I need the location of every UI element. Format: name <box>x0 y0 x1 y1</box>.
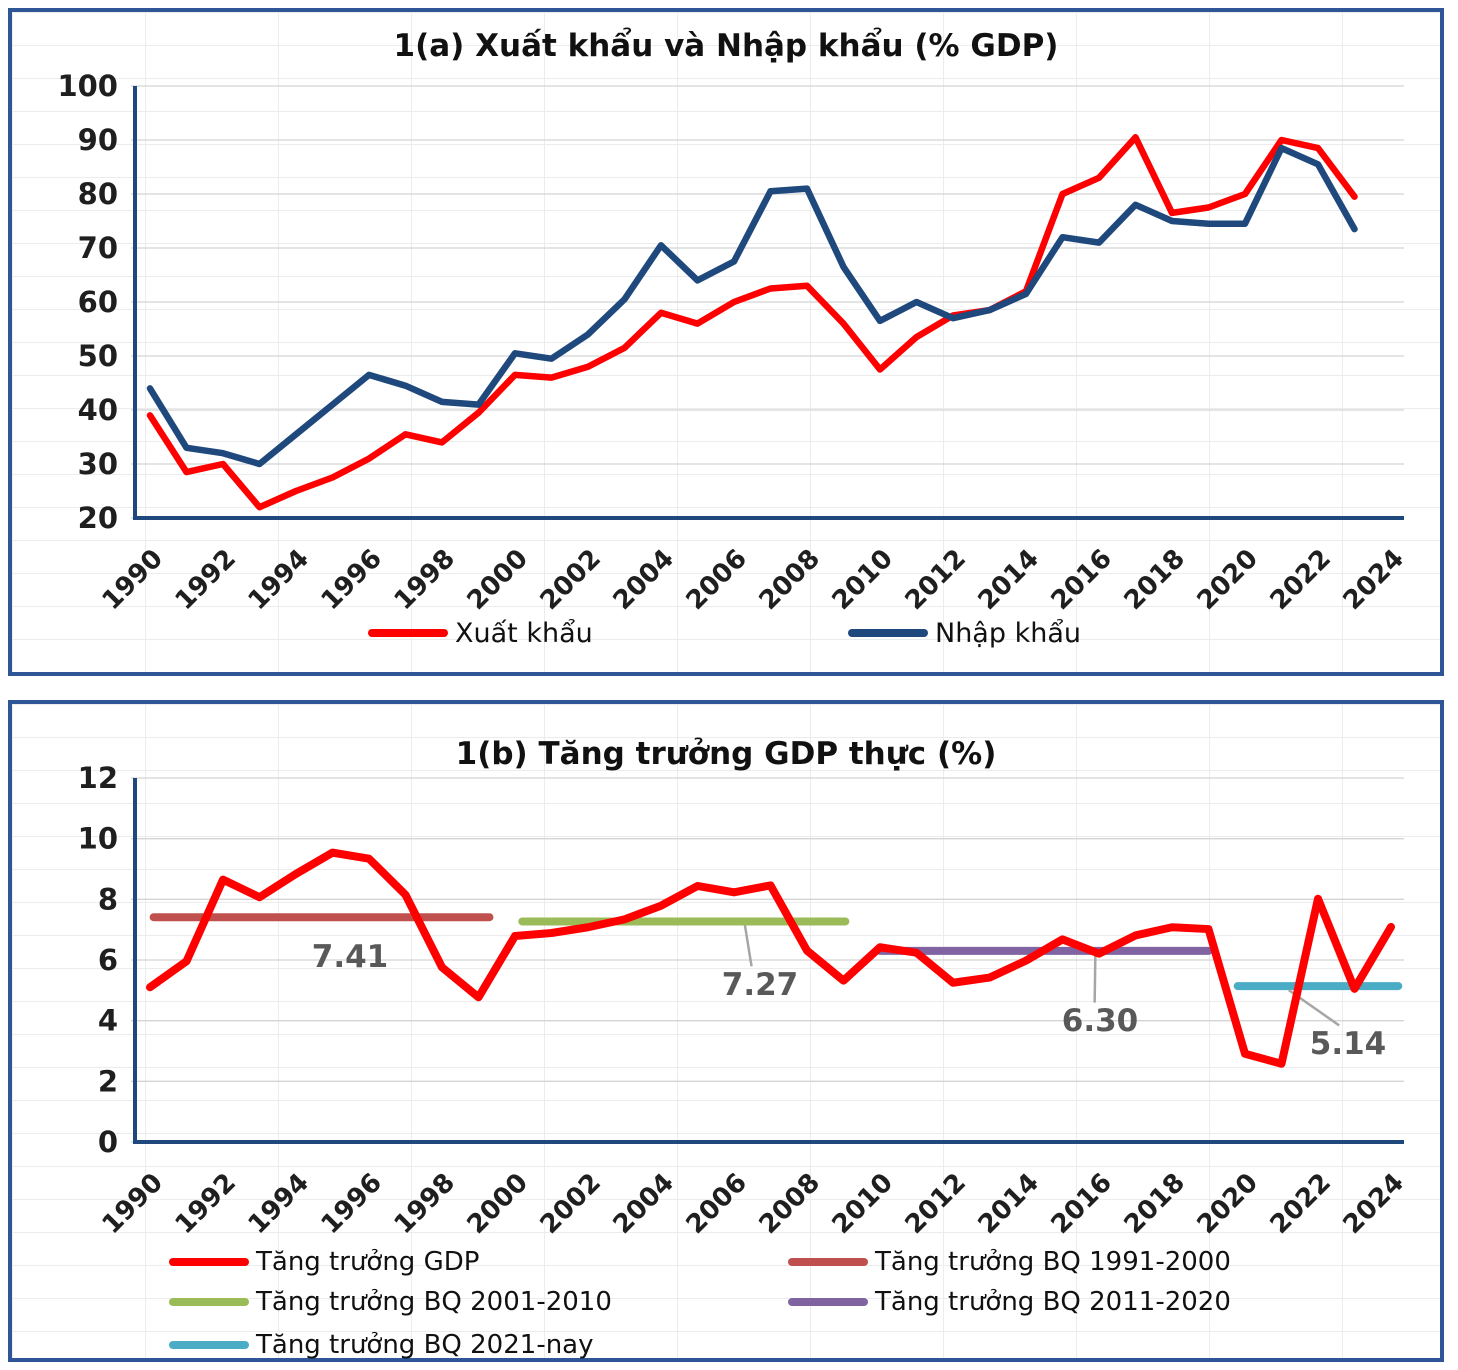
x-tick-label: 2012 <box>900 544 972 616</box>
legend-nhap-khau: Nhập khẩu <box>848 617 1081 649</box>
nhap-khau-line-swatch <box>848 629 928 637</box>
avg-2021-nay-legend-label: Tăng trưởng BQ 2021-nay <box>256 1330 594 1360</box>
legend-avg-2011-2020: Tăng trưởng BQ 2011-2020 <box>788 1287 1231 1317</box>
x-tick-label: 2018 <box>1119 544 1191 616</box>
avg-2001-2010-swatch <box>169 1298 249 1306</box>
x-tick-label: 2000 <box>462 544 534 616</box>
x-tick-label: 2014 <box>973 544 1045 616</box>
avg-2021-nay-value-label: 5.14 <box>1309 1026 1387 1062</box>
avg-2011-2020-swatch <box>788 1298 868 1306</box>
x-tick-label: 2012 <box>900 1168 972 1240</box>
y-tick-label: 30 <box>78 447 118 481</box>
x-tick-label: 1998 <box>389 544 461 616</box>
x-tick-label: 1998 <box>389 1168 461 1240</box>
y-tick-label: 2 <box>98 1064 118 1098</box>
x-tick-label: 2004 <box>608 544 680 616</box>
legend-xuat-khau: Xuất khẩu <box>368 617 593 649</box>
x-tick-label: 2024 <box>1338 544 1410 616</box>
x-tick-label: 2006 <box>681 544 753 616</box>
x-tick-label: 2008 <box>754 544 826 616</box>
y-tick-label: 50 <box>78 339 118 373</box>
callout-leader-1 <box>743 925 753 967</box>
y-tick-label: 60 <box>78 285 118 319</box>
x-tick-label: 2002 <box>535 544 607 616</box>
xuat-khau-line-swatch <box>368 629 448 637</box>
avg-2011-2020-legend-label: Tăng trưởng BQ 2011-2020 <box>875 1287 1231 1317</box>
y-tick-label: 0 <box>98 1125 118 1159</box>
x-tick-label: 2010 <box>827 1168 899 1240</box>
y-tick-label: 10 <box>78 822 118 856</box>
x-tick-label: 2022 <box>1265 544 1337 616</box>
xuat-khau-legend-label: Xuất khẩu <box>455 617 593 649</box>
x-tick-label: 2024 <box>1338 1168 1410 1240</box>
y-tick-label: 20 <box>78 501 118 535</box>
y-tick-label: 6 <box>98 943 118 977</box>
x-tick-label: 1992 <box>170 544 242 616</box>
x-tick-label: 2016 <box>1046 544 1118 616</box>
legend-avg-2001-2010: Tăng trưởng BQ 2001-2010 <box>169 1287 612 1317</box>
series-line-0 <box>146 134 1358 511</box>
x-tick-label: 2008 <box>754 1168 826 1240</box>
exports-imports-chart-area: 20 30 40 50 60 70 80 90 100 1990 1992 1994 1996 1998 2… <box>12 12 1440 672</box>
x-tick-label: 2022 <box>1265 1168 1337 1240</box>
x-tick-label: 2006 <box>681 1168 753 1240</box>
avg-2001-2010-legend-label: Tăng trưởng BQ 2001-2010 <box>256 1287 612 1317</box>
y-tick-label: 100 <box>57 69 118 103</box>
callout-leader-2 <box>1093 954 1097 1003</box>
gdp-growth-legend-label: Tăng trưởng GDP <box>256 1247 480 1277</box>
avg-1991-2000-swatch <box>788 1258 868 1266</box>
x-tick-label: 2010 <box>827 544 899 616</box>
x-tick-label: 1994 <box>243 1168 315 1240</box>
x-tick-label: 1996 <box>316 1168 388 1240</box>
avg-1991-2000-legend-label: Tăng trưởng BQ 1991-2000 <box>875 1247 1231 1277</box>
series-line-0 <box>146 848 1395 1068</box>
x-tick-label: 2004 <box>608 1168 680 1240</box>
avg-2001-2010-value-label: 7.27 <box>721 967 799 1003</box>
x-tick-label: 1990 <box>97 1168 169 1240</box>
chart-a-title: 1(a) Xuất khẩu và Nhập khẩu (% GDP) <box>393 28 1059 64</box>
x-tick-label: 2020 <box>1192 1168 1264 1240</box>
y-tick-label: 80 <box>78 177 118 211</box>
legend-avg-2021-nay: Tăng trưởng BQ 2021-nay <box>169 1330 594 1360</box>
legend-gdp-growth: Tăng trưởng GDP <box>169 1247 479 1277</box>
x-tick-label: 2002 <box>535 1168 607 1240</box>
x-tick-label: 2020 <box>1192 544 1264 616</box>
y-tick-label: 4 <box>98 1004 118 1038</box>
series-line-1 <box>146 144 1358 468</box>
x-tick-label: 1992 <box>170 1168 242 1240</box>
avg-1991-2000-value-label: 7.41 <box>311 939 389 975</box>
chart-b-title: 1(b) Tăng trưởng GDP thực (%) <box>455 736 997 772</box>
x-tick-label: 1996 <box>316 544 388 616</box>
y-tick-label: 40 <box>78 393 118 427</box>
gdp-growth-chart-area: 0 2 4 6 8 10 12 1990 1992 1994 1996 1998 2000 2002 200… <box>12 704 1440 1360</box>
legend-avg-1991-2000: Tăng trưởng BQ 1991-2000 <box>788 1247 1231 1277</box>
y-tick-label: 90 <box>78 123 118 157</box>
x-tick-label: 1994 <box>243 544 315 616</box>
x-tick-label: 2000 <box>462 1168 534 1240</box>
x-tick-label: 2018 <box>1119 1168 1191 1240</box>
y-tick-label: 8 <box>98 882 118 916</box>
nhap-khau-legend-label: Nhập khẩu <box>935 617 1081 649</box>
y-tick-label: 12 <box>78 761 118 795</box>
gdp-growth-chart-panel: 0 2 4 6 8 10 12 1990 1992 1994 1996 1998 2000 2002 200… <box>8 700 1444 1362</box>
gdp-growth-line-swatch <box>169 1258 249 1266</box>
x-tick-label: 2016 <box>1046 1168 1118 1240</box>
y-tick-label: 70 <box>78 231 118 265</box>
avg-2011-2020-value-label: 6.30 <box>1061 1003 1139 1039</box>
exports-imports-chart-panel: 20 30 40 50 60 70 80 90 100 1990 1992 1994 1996 1998 2… <box>8 8 1444 676</box>
x-tick-label: 1990 <box>97 544 169 616</box>
avg-2021-nay-swatch <box>169 1341 249 1349</box>
x-tick-label: 2014 <box>973 1168 1045 1240</box>
